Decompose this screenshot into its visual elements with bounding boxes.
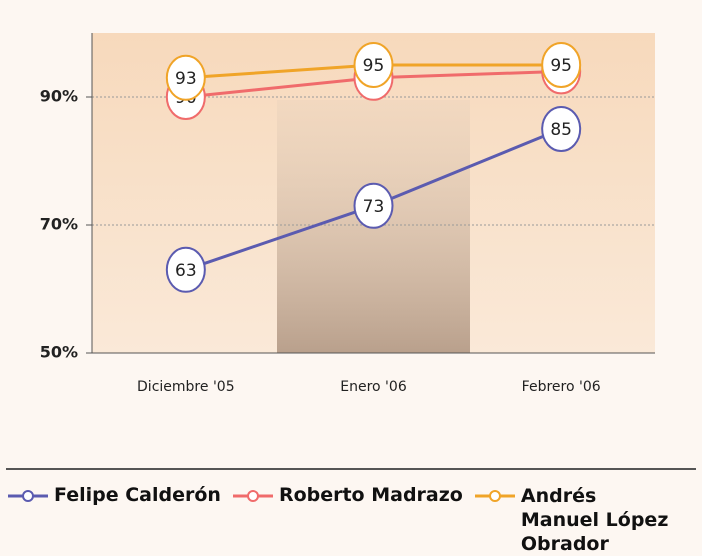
legend-label: Roberto Madrazo <box>278 484 463 506</box>
legend-marker <box>22 490 34 502</box>
data-label: 95 <box>550 56 572 76</box>
legend-swatch <box>8 490 48 502</box>
data-marker <box>353 42 394 88</box>
data-marker <box>165 246 206 293</box>
data-marker <box>165 54 206 101</box>
data-marker <box>353 182 394 229</box>
data-label: 85 <box>550 120 572 140</box>
legend-item: Felipe Calderón <box>6 484 221 506</box>
data-label: 73 <box>363 197 385 217</box>
x-tick-label: Febrero '06 <box>522 379 601 395</box>
y-tick-label: 90% <box>40 87 78 106</box>
legend-item: Andrés Manuel López Obrador <box>473 484 671 556</box>
legend-swatch <box>474 490 515 502</box>
legend-label: Felipe Calderón <box>54 484 221 506</box>
legend: Felipe Calderón Roberto Madrazo Andrés Man… <box>6 468 696 555</box>
data-label: 93 <box>175 69 197 89</box>
legend-swatch <box>232 490 273 502</box>
x-tick-label: Enero '06 <box>340 379 407 395</box>
data-marker <box>541 106 582 152</box>
legend-label: Andrés Manuel López Obrador <box>520 485 669 555</box>
data-marker <box>541 42 582 88</box>
legend-item: Roberto Madrazo <box>231 484 463 506</box>
legend-marker <box>246 490 259 502</box>
x-tick-label: Diciembre '05 <box>137 379 235 395</box>
y-tick-label: 70% <box>40 215 78 234</box>
data-label: 95 <box>363 56 385 76</box>
legend-marker <box>488 490 501 502</box>
chart: 50% 70% 90% Diciembre '05 Enero '06 Febrero '… <box>40 33 655 395</box>
data-label: 63 <box>175 261 197 281</box>
y-tick-label: 50% <box>40 343 78 362</box>
